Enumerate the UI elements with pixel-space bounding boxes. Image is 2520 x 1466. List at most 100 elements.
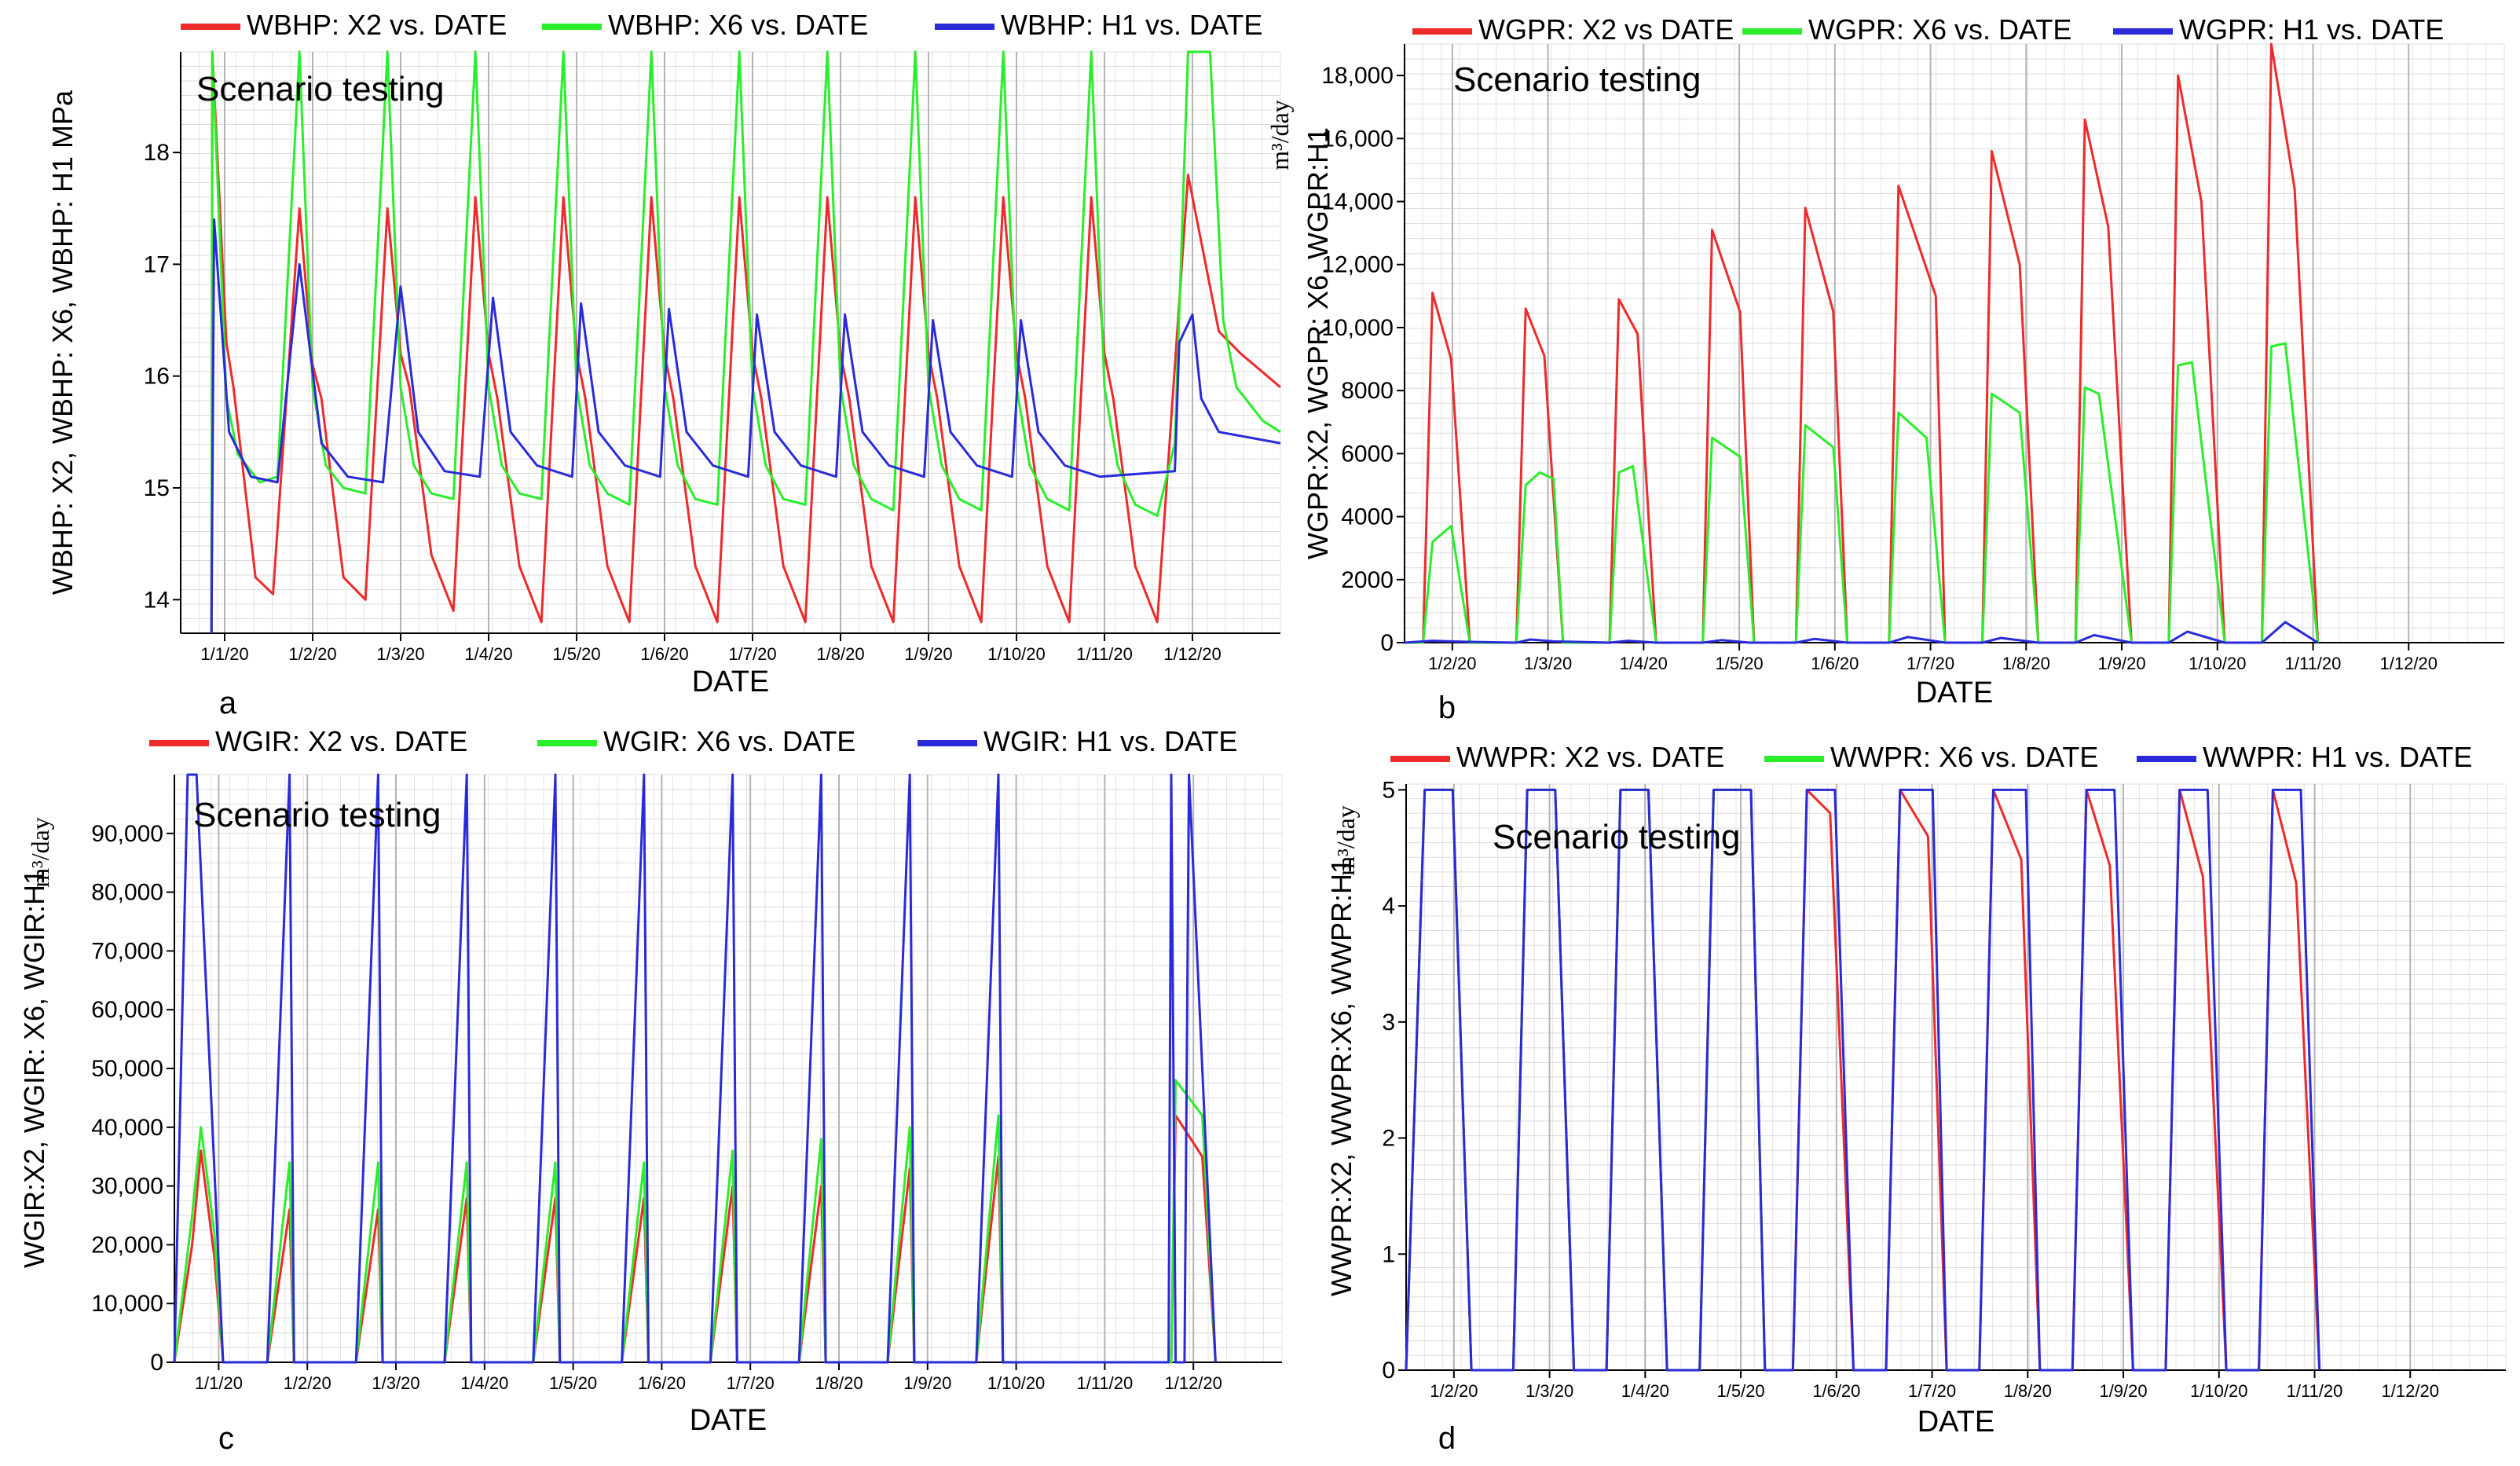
x-tick-label: 1/11/20 bbox=[2285, 654, 2342, 673]
series-line-X6 bbox=[173, 1079, 1217, 1364]
chart-panel-b: 0 2000 4000 6000 8000 10,000 12,000 14,000 16,00… bbox=[1265, 13, 2505, 725]
y-tick-label: 16,000 bbox=[1321, 126, 1394, 152]
series-line-H1 bbox=[173, 773, 1217, 1364]
y-axis-unit: m³/day bbox=[1265, 100, 1294, 170]
x-tick-label: 1/8/20 bbox=[816, 644, 864, 664]
x-axis-label: DATE bbox=[1916, 676, 1994, 709]
x-axis-label: DATE bbox=[1917, 1406, 1995, 1439]
y-tick-label: 0 bbox=[150, 1350, 163, 1376]
chart-panel-d: 0 1 2 3 4 5 1/2/20 1/3/20 1/4/20 1/5/20 1/6/20 1/7/… bbox=[1325, 741, 2507, 1456]
chart-panel-c: 0 10,000 20,000 30,000 40,000 50,000 60,000 70,… bbox=[18, 725, 1283, 1456]
x-tick-label: 1/2/20 bbox=[1430, 1381, 1478, 1401]
x-tick-label: 1/2/20 bbox=[284, 1373, 331, 1393]
legend-label-H1: WGPR: H1 vs. DATE bbox=[2179, 13, 2444, 46]
x-tick-label: 1/11/20 bbox=[2287, 1381, 2343, 1401]
x-tick-label: 1/7/20 bbox=[1906, 654, 1954, 673]
legend-label-X2: WGIR: X2 vs. DATE bbox=[215, 725, 467, 757]
x-tick-label: 1/12/20 bbox=[1163, 644, 1221, 664]
y-tick-label: 2000 bbox=[1341, 567, 1394, 593]
y-tick-label: 14 bbox=[144, 587, 170, 613]
y-axis-label: WGIR:X2, WGIR: X6, WGIR:H1 bbox=[18, 869, 50, 1268]
y-axis-label: WWPR:X2, WWPR:X6, WWPR:H1 bbox=[1325, 858, 1357, 1296]
annotation-text: Scenario testing bbox=[193, 796, 441, 834]
legend-label-H1: WWPR: H1 vs. DATE bbox=[2203, 741, 2472, 773]
x-tick-label: 1/5/20 bbox=[549, 1373, 597, 1393]
y-tick-label: 0 bbox=[1380, 630, 1394, 656]
x-tick-label: 1/10/20 bbox=[2190, 1381, 2247, 1401]
y-tick-label: 16 bbox=[144, 364, 170, 390]
y-tick-label: 50,000 bbox=[91, 1056, 163, 1082]
x-tick-label: 1/11/20 bbox=[1077, 1373, 1134, 1393]
series-line-X6 bbox=[210, 50, 1281, 634]
x-tick-label: 1/12/20 bbox=[1164, 1373, 1222, 1393]
y-tick-label: 5 bbox=[1382, 777, 1395, 803]
x-tick-label: 1/6/20 bbox=[640, 644, 688, 664]
legend-label-X6: WGIR: X6 vs. DATE bbox=[603, 725, 855, 757]
y-tick-label: 12,000 bbox=[1321, 252, 1394, 278]
legend-label-H1: WBHP: H1 vs. DATE bbox=[1001, 9, 1262, 41]
x-tick-label: 1/1/20 bbox=[200, 644, 248, 664]
x-tick-label: 1/12/20 bbox=[2380, 654, 2438, 673]
panel-label: a bbox=[219, 686, 237, 720]
x-axis-label: DATE bbox=[690, 1404, 767, 1437]
x-tick-label: 1/4/20 bbox=[1620, 654, 1668, 673]
y-tick-label: 18 bbox=[144, 140, 170, 166]
x-tick-label: 1/5/20 bbox=[1716, 654, 1764, 673]
x-tick-label: 1/10/20 bbox=[987, 644, 1045, 664]
y-axis-label: WBHP: X2, WBHP: X6, WBHP: H1 MPa bbox=[46, 90, 79, 595]
y-tick-label: 10,000 bbox=[1321, 315, 1394, 341]
y-tick-label: 6000 bbox=[1341, 441, 1394, 467]
y-tick-label: 15 bbox=[144, 475, 170, 501]
y-tick-label: 4 bbox=[1382, 893, 1395, 919]
x-tick-label: 1/11/20 bbox=[1076, 644, 1133, 664]
x-tick-label: 1/4/20 bbox=[1621, 1381, 1669, 1401]
y-tick-label: 30,000 bbox=[91, 1174, 163, 1200]
y-tick-label: 18,000 bbox=[1321, 63, 1394, 89]
x-axis-label: DATE bbox=[692, 665, 770, 698]
x-tick-label: 1/9/20 bbox=[2099, 1381, 2147, 1401]
y-tick-label: 17 bbox=[144, 251, 170, 277]
legend-label-X2: WWPR: X2 vs. DATE bbox=[1456, 741, 1724, 773]
x-tick-label: 1/9/20 bbox=[904, 644, 952, 664]
panel-label: c bbox=[218, 1421, 234, 1456]
panel-label: b bbox=[1438, 691, 1456, 725]
y-tick-label: 60,000 bbox=[91, 997, 163, 1023]
annotation-text: Scenario testing bbox=[1453, 60, 1701, 99]
x-tick-label: 1/10/20 bbox=[987, 1373, 1045, 1393]
legend-label-X6: WWPR: X6 vs. DATE bbox=[1830, 741, 2098, 773]
y-axis-unit: m³/day bbox=[26, 817, 54, 888]
x-tick-label: 1/6/20 bbox=[638, 1373, 686, 1393]
series-line-X2 bbox=[210, 50, 1281, 634]
x-tick-label: 1/3/20 bbox=[1524, 654, 1572, 673]
x-tick-label: 1/6/20 bbox=[1812, 1381, 1860, 1401]
y-tick-label: 0 bbox=[1382, 1358, 1395, 1384]
x-tick-label: 1/7/20 bbox=[728, 644, 776, 664]
legend-label-X2: WBHP: X2 vs. DATE bbox=[247, 9, 507, 41]
y-axis-label: WGPR:X2, WGPR: X6, WGPR:H1 bbox=[1302, 127, 1334, 559]
x-tick-label: 1/5/20 bbox=[1717, 1381, 1765, 1401]
x-tick-label: 1/7/20 bbox=[1908, 1381, 1956, 1401]
x-tick-label: 1/1/20 bbox=[195, 1373, 243, 1393]
y-tick-label: 10,000 bbox=[91, 1291, 163, 1317]
legend-label-H1: WGIR: H1 vs. DATE bbox=[983, 725, 1237, 757]
x-tick-label: 1/6/20 bbox=[1811, 654, 1859, 673]
x-tick-label: 1/8/20 bbox=[2004, 1381, 2052, 1401]
y-tick-label: 8000 bbox=[1341, 378, 1394, 404]
x-tick-label: 1/8/20 bbox=[815, 1373, 863, 1393]
y-tick-label: 2 bbox=[1382, 1126, 1395, 1152]
x-tick-label: 1/3/20 bbox=[372, 1373, 419, 1393]
y-tick-label: 70,000 bbox=[91, 938, 163, 964]
x-tick-label: 1/9/20 bbox=[903, 1373, 951, 1393]
legend-label-X6: WBHP: X6 vs. DATE bbox=[608, 9, 868, 41]
legend-label-X2: WGPR: X2 vs DATE bbox=[1478, 13, 1734, 46]
x-tick-label: 1/12/20 bbox=[2382, 1381, 2439, 1401]
y-tick-label: 20,000 bbox=[91, 1232, 163, 1258]
series-line-H1 bbox=[1404, 621, 2319, 644]
series-line-H1 bbox=[210, 218, 1281, 634]
x-tick-label: 1/4/20 bbox=[464, 644, 512, 664]
x-tick-label: 1/2/20 bbox=[288, 644, 336, 664]
x-tick-label: 1/8/20 bbox=[2002, 654, 2050, 673]
x-tick-label: 1/3/20 bbox=[376, 644, 424, 664]
y-tick-label: 14,000 bbox=[1321, 189, 1394, 215]
